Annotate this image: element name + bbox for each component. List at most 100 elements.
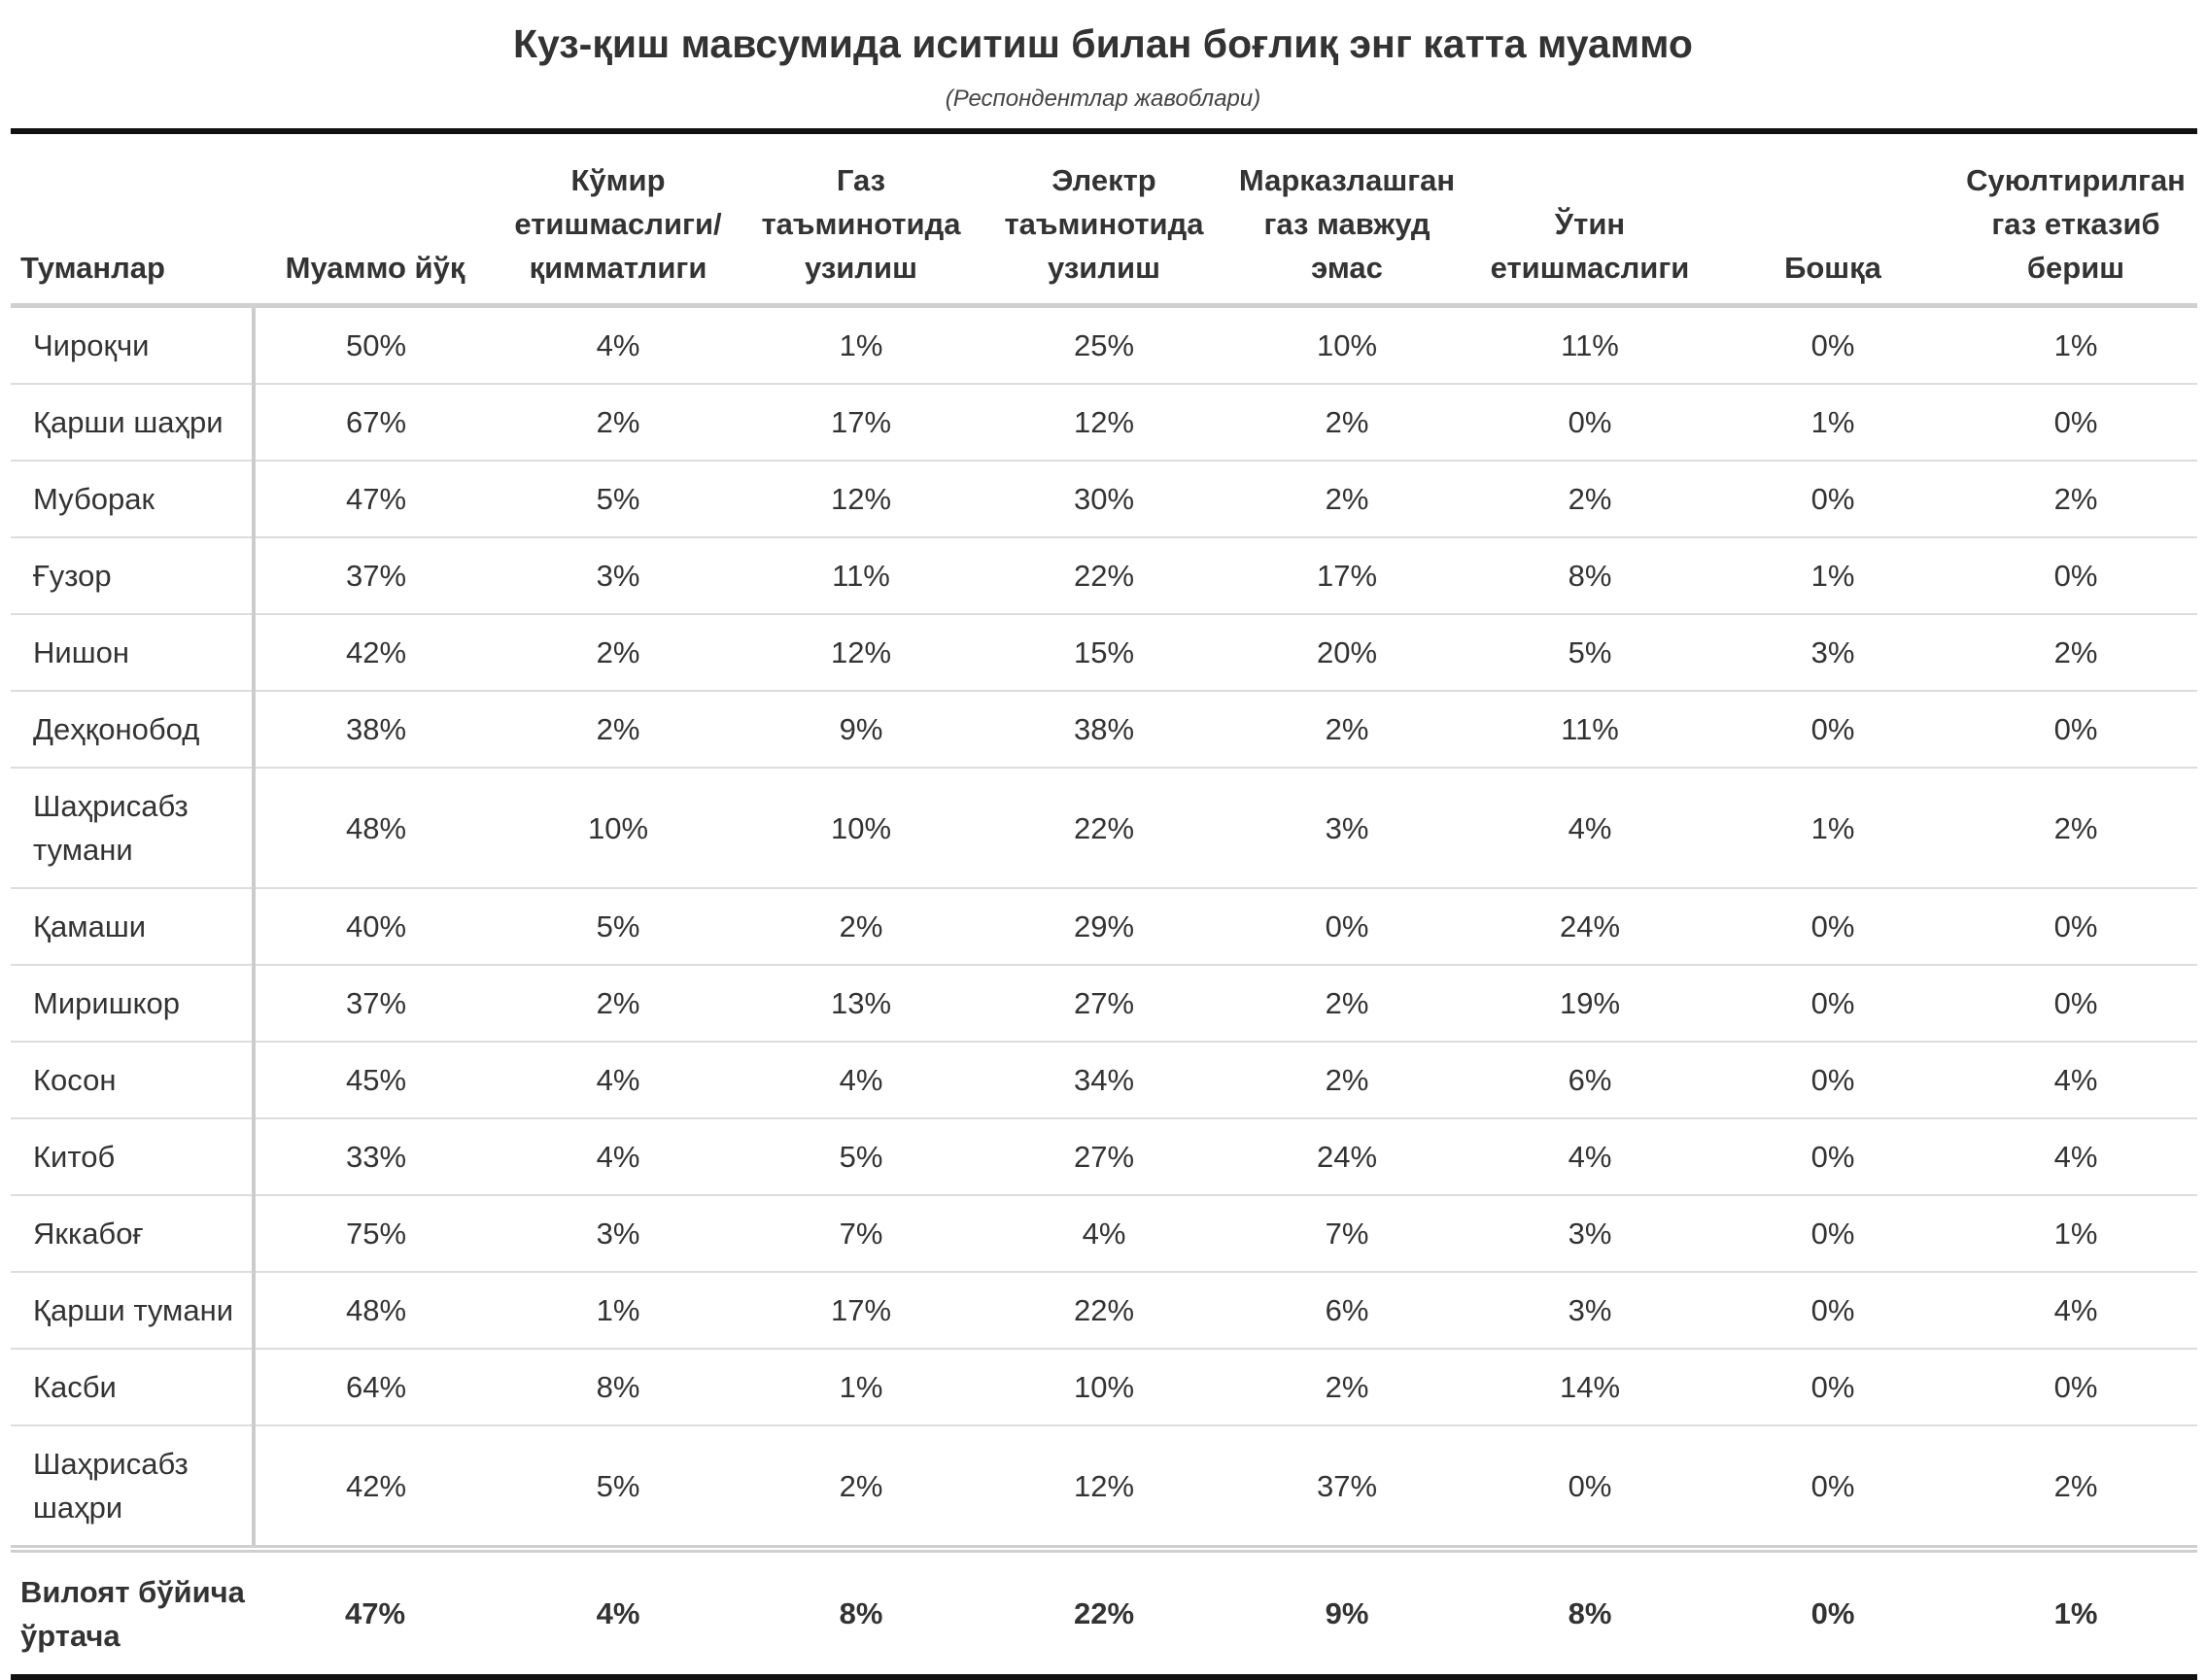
- table-row: Қарши тумани 48% 1% 17% 22% 6% 3% 0% 4%: [11, 1272, 2197, 1350]
- value-cell: 48%: [254, 768, 497, 889]
- value-cell: 67%: [254, 384, 497, 462]
- value-cell: 4%: [1468, 1118, 1711, 1196]
- total-cell: 8%: [740, 1545, 982, 1677]
- value-cell: 64%: [254, 1349, 497, 1426]
- value-cell: 1%: [1954, 305, 2197, 385]
- table-row: Муборак 47% 5% 12% 30% 2% 2% 0% 2%: [11, 461, 2197, 538]
- district-name-cell: Касби: [11, 1349, 256, 1426]
- value-cell: 0%: [1954, 965, 2197, 1043]
- column-header-liquefied-gas: Суюлтирилган газ етказиб бериш: [1954, 131, 2197, 308]
- value-cell: 27%: [982, 1118, 1225, 1196]
- value-cell: 4%: [1954, 1272, 2197, 1350]
- value-cell: 0%: [1954, 888, 2197, 966]
- total-row: Вилоят бўйича ўртача 47% 4% 8% 22% 9% 8%…: [11, 1545, 2197, 1677]
- value-cell: 0%: [1711, 1118, 1954, 1196]
- column-header-coal-shortage: Кўмир етишмаслиги/ қимматлиги: [497, 131, 740, 308]
- value-cell: 0%: [1954, 537, 2197, 615]
- table-row: Миришкор 37% 2% 13% 27% 2% 19% 0% 0%: [11, 965, 2197, 1043]
- value-cell: 11%: [1468, 305, 1711, 385]
- table-row: Китоб 33% 4% 5% 27% 24% 4% 0% 4%: [11, 1118, 2197, 1196]
- value-cell: 50%: [254, 305, 497, 385]
- district-name-cell: Нишон: [11, 614, 256, 692]
- value-cell: 7%: [740, 1195, 982, 1273]
- value-cell: 2%: [497, 384, 740, 462]
- value-cell: 7%: [1225, 1195, 1468, 1273]
- value-cell: 42%: [345, 1468, 407, 1503]
- column-header-gas-interruption: Газ таъминотида узилиш: [740, 131, 982, 308]
- district-name-cell: Қарши шаҳри: [11, 384, 256, 462]
- value-cell: 3%: [1711, 614, 1954, 692]
- value-cell: 27%: [982, 965, 1225, 1043]
- value-cell: 2%: [497, 691, 740, 769]
- table-row: Шаҳрисабз тумани 48% 10% 10% 22% 3% 4% 1% 2%: [11, 768, 2197, 889]
- value-cell: 45%: [254, 1042, 497, 1119]
- value-cell: 0%: [1711, 1349, 1954, 1426]
- value-cell: 10%: [740, 768, 982, 889]
- value-cell: 2%: [1954, 461, 2197, 538]
- value-cell: 0%: [1568, 1468, 1612, 1503]
- table-row: Қамаши 40% 5% 2% 29% 0% 24% 0% 0%: [11, 888, 2197, 966]
- total-cell: 8%: [1468, 1545, 1711, 1677]
- value-cell: 0%: [1954, 1349, 2197, 1426]
- value-cell: 0%: [1954, 691, 2197, 769]
- value-cell: 2%: [2053, 1468, 2098, 1503]
- value-cell: 47%: [254, 461, 497, 538]
- value-cell: 2%: [839, 1468, 883, 1503]
- district-name-cell: Чироқчи: [11, 305, 256, 385]
- value-cell: 37%: [254, 537, 497, 615]
- value-cell: 13%: [740, 965, 982, 1043]
- table-body: Чироқчи 50% 4% 1% 25% 10% 11% 0% 1% Қарши шаҳри 67…: [11, 305, 2197, 1549]
- total-cell: 4%: [497, 1545, 740, 1677]
- value-cell: 42%: [254, 614, 497, 692]
- value-cell: 24%: [1225, 1118, 1468, 1196]
- value-cell: 17%: [740, 1272, 982, 1350]
- value-cell: 0%: [1711, 1272, 1954, 1350]
- value-cell: 3%: [497, 537, 740, 615]
- value-cell: 2%: [1954, 768, 2197, 889]
- value-cell: 2%: [1225, 384, 1468, 462]
- value-cell: 11%: [740, 537, 982, 615]
- column-header-district: Туманлар: [11, 131, 254, 308]
- value-cell: 19%: [1468, 965, 1711, 1043]
- total-cell: 22%: [982, 1545, 1225, 1677]
- table-row: Яккабоғ 75% 3% 7% 4% 7% 3% 0% 1%: [11, 1195, 2197, 1273]
- value-cell: 4%: [1954, 1118, 2197, 1196]
- column-header-no-central-gas: Марказлашган газ мавжуд эмас: [1225, 131, 1468, 308]
- value-cell: 1%: [1711, 537, 1954, 615]
- value-cell: 14%: [1468, 1349, 1711, 1426]
- table-row: Деҳқонобод 38% 2% 9% 38% 2% 11% 0% 0%: [11, 691, 2197, 769]
- district-name-cell: Косон: [11, 1042, 256, 1119]
- value-cell: 37%: [1316, 1468, 1378, 1503]
- value-cell: 17%: [740, 384, 982, 462]
- value-cell: 4%: [497, 305, 740, 385]
- value-cell: 38%: [254, 691, 497, 769]
- district-name-cell: Ғузор: [11, 537, 256, 615]
- value-cell: 8%: [497, 1349, 740, 1426]
- value-cell: 10%: [982, 1349, 1225, 1426]
- value-cell: 20%: [1225, 614, 1468, 692]
- value-cell: 30%: [982, 461, 1225, 538]
- value-cell: 15%: [982, 614, 1225, 692]
- data-table: Туманлар Муаммо йўқ Кўмир етишмаслиги/ қ…: [11, 128, 2197, 1680]
- district-name-cell: Миришкор: [11, 965, 256, 1043]
- table-row: Касби 64% 8% 1% 10% 2% 14% 0% 0%: [11, 1349, 2197, 1426]
- value-cell: 0%: [1711, 965, 1954, 1043]
- district-name-cell: Шаҳрисабз тумани: [11, 768, 256, 889]
- value-cell: 0%: [1954, 384, 2197, 462]
- value-cell: 12%: [982, 384, 1225, 462]
- value-cell: 2%: [1225, 461, 1468, 538]
- value-cell: 25%: [982, 305, 1225, 385]
- value-cell: 1%: [740, 1349, 982, 1426]
- table-row: Чироқчи 50% 4% 1% 25% 10% 11% 0% 1%: [11, 305, 2197, 385]
- value-cell: 5%: [497, 888, 740, 966]
- district-name-cell: Шаҳрисабз шаҳри: [11, 1425, 256, 1549]
- value-cell: 1%: [740, 305, 982, 385]
- table-row: Косон 45% 4% 4% 34% 2% 6% 0% 4%: [11, 1042, 2197, 1119]
- value-cell: 22%: [982, 537, 1225, 615]
- total-cell: 0%: [1711, 1545, 1954, 1677]
- district-name-cell: Яккабоғ: [11, 1195, 256, 1273]
- value-cell: 40%: [254, 888, 497, 966]
- value-cell: 6%: [1468, 1042, 1711, 1119]
- total-cell: 47%: [254, 1545, 497, 1677]
